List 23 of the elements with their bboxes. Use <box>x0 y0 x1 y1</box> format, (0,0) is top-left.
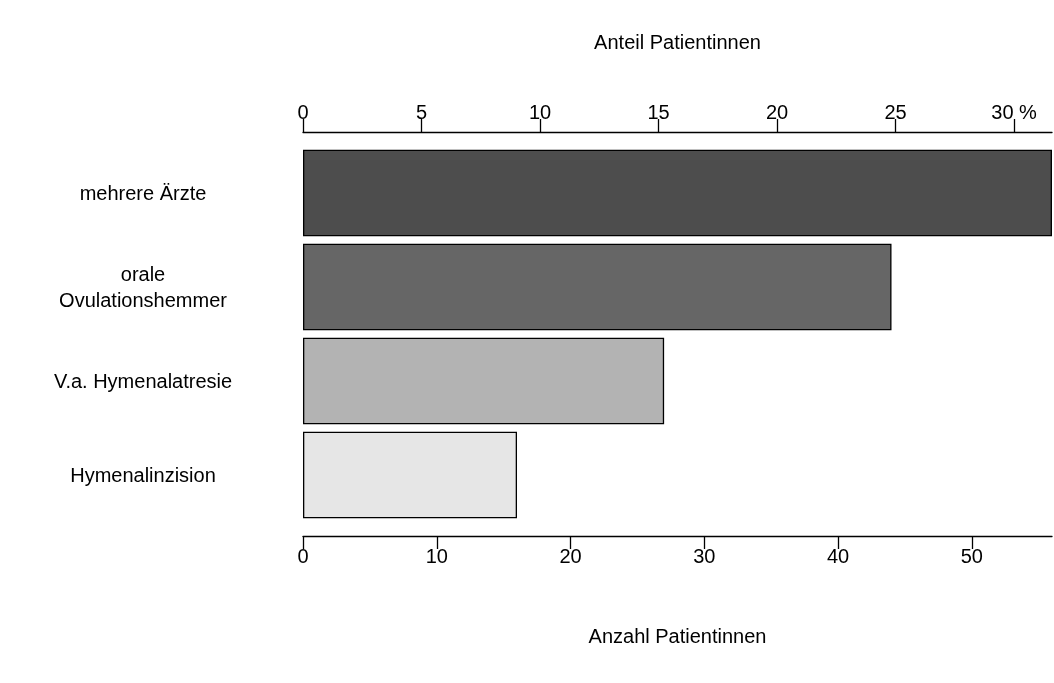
x-tick-label: 0 <box>297 545 309 567</box>
x2-axis-title: Anteil Patientinnen <box>594 31 761 53</box>
x2-tick-label: 15 <box>647 101 670 123</box>
x2-tick-label: 5 <box>415 101 428 123</box>
bar <box>303 337 665 425</box>
x-axis-title: Anzahl Patientinnen <box>588 625 767 647</box>
x-tick-label: 40 <box>826 545 850 567</box>
x2-tick-label: 0 <box>297 101 309 123</box>
y-tick-label: mehrere Ärzte <box>79 182 207 204</box>
x-tick-label: 30 <box>693 545 716 567</box>
x2-tick-label: 20 <box>765 101 789 123</box>
y-tick-label: orale Ovulationshemmer <box>59 263 228 311</box>
x2-tick-label: 10 <box>528 101 552 123</box>
x-tick-label: 20 <box>559 545 582 567</box>
bar <box>303 243 892 331</box>
x-tick-label: 10 <box>425 545 448 567</box>
x2-tick-label: 30 % <box>991 101 1038 123</box>
bar <box>303 431 517 519</box>
bar <box>303 149 1052 237</box>
y-tick-label: V.a. Hymenalatresie <box>53 370 233 392</box>
x-tick-label: 50 <box>960 545 983 567</box>
x2-tick-label: 25 <box>884 101 907 123</box>
y-tick-label: Hymenalinzision <box>70 464 216 486</box>
